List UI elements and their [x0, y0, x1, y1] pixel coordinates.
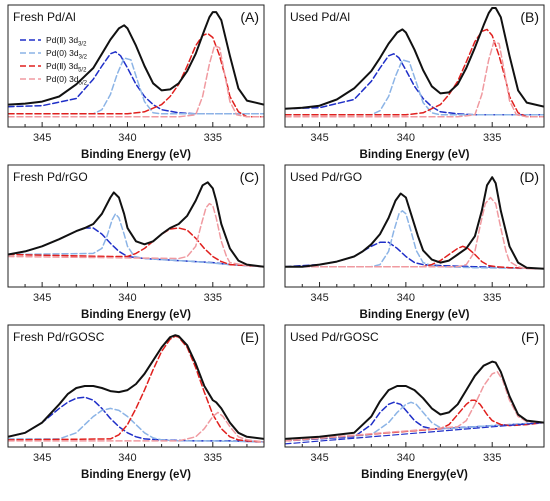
fit-line-2 [8, 57, 264, 115]
x-tick-label: 345 [310, 452, 328, 464]
xps-panel-f: 345 340 335 Binding Energy(eV) Used Pd/rGOSC… [284, 324, 545, 481]
legend-label: Pd(0) 3d3/2 [46, 48, 88, 61]
series-group [285, 7, 544, 118]
legend-label: Pd(Ⅱ) 3d5/2 [46, 61, 87, 74]
sample-title: Used Pd/rGO [290, 170, 362, 184]
fit-line-4 [285, 196, 544, 270]
fit-line-4 [8, 44, 264, 118]
x-tick-label: 340 [118, 292, 136, 304]
xps-panel-a: 345 340 335 Binding Energy (eV) Fresh Pd/Al (… [7, 4, 265, 161]
x-axis-label: Binding Energy (eV) [360, 309, 470, 321]
fit-line-1 [285, 401, 544, 442]
panel-label: (C) [240, 169, 259, 185]
sample-title: Fresh Pd/rGOSC [13, 330, 105, 344]
panel-label: (D) [520, 169, 539, 185]
sample-title: Fresh Pd/Al [13, 10, 76, 24]
fit-line-3 [285, 28, 544, 118]
x-tick-label: 340 [397, 132, 415, 144]
envelope-line-0 [8, 181, 264, 268]
series-group [8, 11, 264, 118]
plot-frame [284, 164, 545, 288]
envelope-line-0 [8, 11, 264, 106]
series-group [285, 360, 544, 445]
x-axis-label: Binding Energy (eV) [81, 149, 191, 161]
fit-line-2 [285, 401, 544, 442]
envelope-line-0 [285, 360, 544, 440]
x-tick-label: 345 [33, 132, 51, 144]
x-tick-label: 335 [483, 132, 501, 144]
series-group [8, 334, 264, 443]
fit-line-3 [8, 227, 264, 268]
xps-panel-d: 345 340 335 Binding Energy (eV) Used Pd/rGO (… [284, 164, 545, 321]
legend-label: Pd(Ⅱ) 3d3/2 [46, 35, 87, 48]
x-tick-label: 340 [118, 452, 136, 464]
x-tick-label: 340 [397, 452, 415, 464]
sample-title: Used Pd/Al [290, 10, 350, 24]
series-group [285, 176, 544, 270]
x-tick-label: 335 [204, 292, 222, 304]
x-tick-label: 335 [483, 452, 501, 464]
fit-line-3 [285, 399, 544, 442]
sample-title: Fresh Pd/rGO [13, 170, 88, 184]
fit-line-1 [8, 396, 264, 443]
panel-label: (E) [240, 329, 259, 345]
fit-line-3 [8, 335, 264, 443]
xps-panel-e: 345 340 335 Binding Energy (eV) Fresh Pd/rGO… [7, 324, 265, 481]
x-tick-label: 335 [204, 452, 222, 464]
x-axis-label: Binding Energy (eV) [81, 309, 191, 321]
panel-label: (F) [521, 329, 539, 345]
plot-frame [7, 324, 265, 448]
envelope-line-0 [285, 7, 544, 110]
plot-frame [284, 4, 545, 128]
series-group [8, 181, 264, 268]
envelope-line-0 [8, 334, 264, 440]
xps-panel-c: 345 340 335 Binding Energy (eV) Fresh Pd/rGO… [7, 164, 265, 321]
xps-panel-b: 345 340 335 Binding Energy (eV) Used Pd/Al (B… [284, 4, 545, 161]
x-axis-label: Binding Energy (eV) [360, 149, 470, 161]
x-tick-label: 345 [310, 292, 328, 304]
x-tick-label: 345 [33, 452, 51, 464]
x-tick-label: 345 [33, 292, 51, 304]
fit-line-1 [285, 53, 544, 116]
panel-label: (B) [520, 9, 539, 25]
x-tick-label: 335 [483, 292, 501, 304]
plot-frame [7, 4, 265, 128]
x-tick-label: 340 [118, 132, 136, 144]
plot-frame [7, 164, 265, 288]
x-tick-label: 345 [310, 132, 328, 144]
fit-line-2 [285, 210, 544, 270]
x-tick-label: 335 [204, 132, 222, 144]
x-tick-label: 340 [397, 292, 415, 304]
sample-title: Used Pd/rGOSC [290, 330, 379, 344]
fit-line-4 [8, 411, 264, 443]
fit-line-3 [285, 245, 544, 270]
envelope-line-0 [285, 176, 544, 270]
fit-line-4 [285, 371, 544, 442]
panel-label: (A) [240, 9, 259, 25]
fit-line-5 [285, 422, 544, 445]
legend-label: Pd(0) 3d5/2 [46, 74, 88, 87]
x-axis-label: Binding Energy(eV) [361, 469, 468, 481]
plot-frame [284, 324, 545, 448]
fit-line-2 [8, 213, 264, 268]
legend: Pd(Ⅱ) 3d3/2Pd(0) 3d3/2Pd(Ⅱ) 3d5/2Pd(0) 3… [20, 35, 88, 87]
fit-line-4 [285, 40, 544, 118]
fit-line-4 [8, 202, 264, 268]
x-axis-label: Binding Energy (eV) [81, 469, 191, 481]
